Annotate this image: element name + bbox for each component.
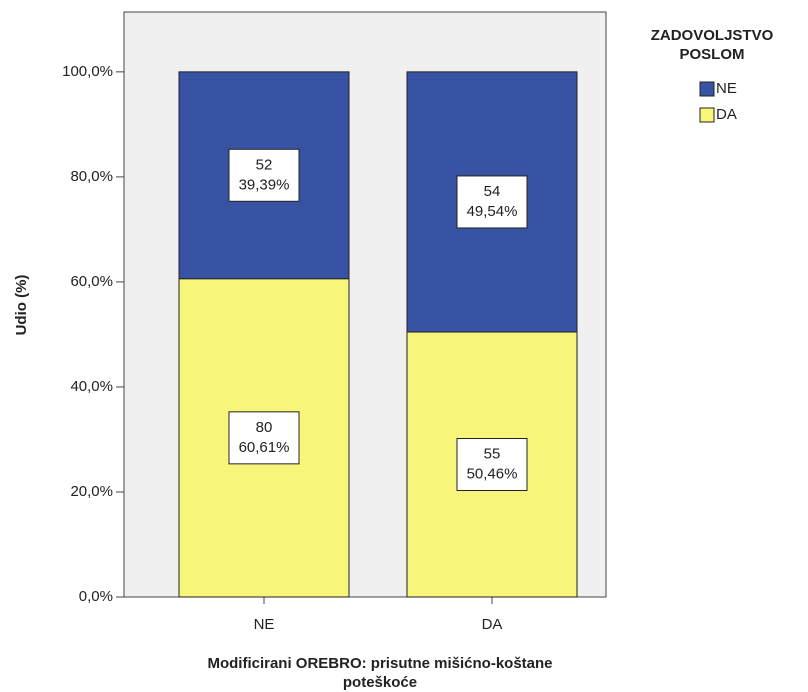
x-tick-label: NE: [254, 616, 275, 633]
value-label: 39,39%: [239, 176, 290, 193]
count-label: 54: [484, 183, 501, 200]
x-tick-label: DA: [482, 616, 503, 633]
x-axis-title: poteškoće: [343, 674, 417, 691]
legend-title: POSLOM: [679, 46, 744, 63]
count-label: 55: [484, 445, 501, 462]
y-tick-label: 0,0%: [79, 588, 113, 605]
label-box: [228, 411, 300, 465]
legend-label: NE: [716, 80, 737, 97]
y-axis-title: Udio (%): [13, 275, 30, 336]
value-label: 49,54%: [467, 203, 518, 220]
y-tick-label: 20,0%: [70, 483, 113, 500]
value-label: 60,61%: [239, 439, 290, 456]
count-label: 52: [256, 156, 273, 173]
y-tick-label: 100,0%: [62, 63, 113, 80]
label-box: [456, 438, 528, 492]
y-tick-label: 80,0%: [70, 168, 113, 185]
legend-title: ZADOVOLJSTVO: [651, 27, 774, 44]
x-axis-title: Modificirani OREBRO: prisutne mišićno-ko…: [207, 655, 552, 672]
value-label: 50,46%: [467, 465, 518, 482]
legend-label: DA: [716, 106, 737, 123]
label-box: [456, 175, 528, 229]
legend-swatch: [699, 81, 715, 97]
y-tick-label: 60,0%: [70, 273, 113, 290]
label-box: [228, 148, 300, 202]
legend-swatch: [699, 107, 715, 123]
y-tick-label: 40,0%: [70, 378, 113, 395]
count-label: 80: [256, 419, 273, 436]
